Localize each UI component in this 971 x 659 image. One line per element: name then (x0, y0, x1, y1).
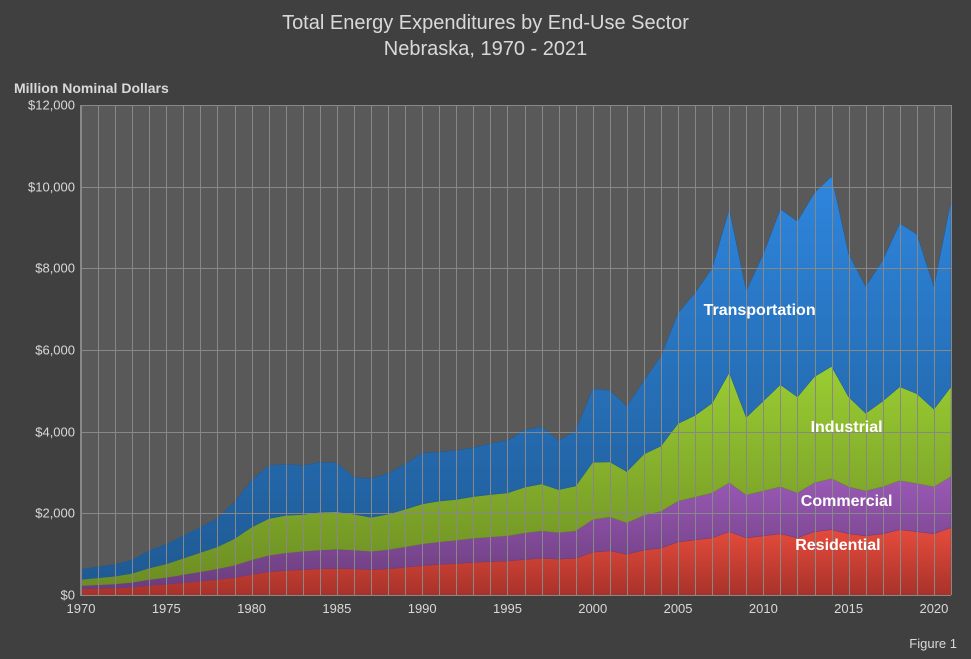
gridline-v (149, 105, 150, 595)
x-tick-label: 2005 (664, 601, 693, 616)
gridline-v (866, 105, 867, 595)
gridline-v (900, 105, 901, 595)
gridline-v (388, 105, 389, 595)
gridline-v (576, 105, 577, 595)
gridline-v (661, 105, 662, 595)
gridline-v (815, 105, 816, 595)
gridline-v (115, 105, 116, 595)
gridline-v (934, 105, 935, 595)
gridline-v (780, 105, 781, 595)
gridline-v (849, 105, 850, 595)
title-line1: Total Energy Expenditures by End-Use Sec… (282, 12, 689, 34)
gridline-v (746, 105, 747, 595)
gridline-h (81, 268, 951, 269)
x-tick-label: 1995 (493, 601, 522, 616)
gridline-v (371, 105, 372, 595)
gridline-v (883, 105, 884, 595)
gridline-v (559, 105, 560, 595)
x-tick-label: 2020 (919, 601, 948, 616)
series-label-residential: Residential (795, 537, 880, 555)
gridline-v (490, 105, 491, 595)
x-tick-label: 2015 (834, 601, 863, 616)
gridline-v (320, 105, 321, 595)
gridline-v (422, 105, 423, 595)
y-tick-label: $6,000 (35, 343, 75, 358)
gridline-v (832, 105, 833, 595)
gridline-v (712, 105, 713, 595)
gridline-v (354, 105, 355, 595)
gridline-v (286, 105, 287, 595)
gridline-v (763, 105, 764, 595)
gridline-v (337, 105, 338, 595)
gridline-v (507, 105, 508, 595)
chart-title: Total Energy Expenditures by End-Use Sec… (0, 0, 971, 62)
x-tick-label: 2000 (578, 601, 607, 616)
y-tick-label: $12,000 (28, 98, 75, 113)
gridline-h (81, 105, 951, 106)
gridline-v (593, 105, 594, 595)
gridline-v (627, 105, 628, 595)
x-tick-label: 1980 (237, 601, 266, 616)
gridline-v (525, 105, 526, 595)
gridline-v (456, 105, 457, 595)
series-label-commercial: Commercial (801, 493, 893, 511)
title-line2: Nebraska, 1970 - 2021 (384, 38, 587, 60)
gridline-v (252, 105, 253, 595)
gridline-v (951, 105, 952, 595)
gridline-v (405, 105, 406, 595)
gridline-v (473, 105, 474, 595)
chart-container: Total Energy Expenditures by End-Use Sec… (0, 0, 971, 659)
gridline-v (678, 105, 679, 595)
gridline-v (81, 105, 82, 595)
gridline-v (303, 105, 304, 595)
gridline-v (797, 105, 798, 595)
gridline-v (644, 105, 645, 595)
gridline-v (439, 105, 440, 595)
gridline-v (269, 105, 270, 595)
gridline-v (235, 105, 236, 595)
x-tick-label: 1975 (152, 601, 181, 616)
x-tick-label: 1985 (322, 601, 351, 616)
y-tick-label: $4,000 (35, 424, 75, 439)
gridline-v (610, 105, 611, 595)
gridline-v (542, 105, 543, 595)
y-axis-title: Million Nominal Dollars (14, 80, 169, 96)
gridline-v (917, 105, 918, 595)
gridline-v (729, 105, 730, 595)
gridline-v (200, 105, 201, 595)
x-tick-label: 1990 (408, 601, 437, 616)
series-label-transportation: Transportation (704, 302, 816, 320)
gridline-h (81, 513, 951, 514)
gridline-v (132, 105, 133, 595)
gridline-v (166, 105, 167, 595)
y-tick-label: $10,000 (28, 179, 75, 194)
gridline-h (81, 350, 951, 351)
y-tick-label: $8,000 (35, 261, 75, 276)
gridline-h (81, 187, 951, 188)
gridline-v (98, 105, 99, 595)
gridline-v (217, 105, 218, 595)
gridline-v (695, 105, 696, 595)
figure-label: Figure 1 (909, 636, 957, 651)
y-tick-label: $2,000 (35, 506, 75, 521)
plot-area: $0$2,000$4,000$6,000$8,000$10,000$12,000… (80, 105, 951, 596)
x-tick-label: 2010 (749, 601, 778, 616)
gridline-v (183, 105, 184, 595)
series-label-industrial: Industrial (811, 419, 883, 437)
x-tick-label: 1970 (67, 601, 96, 616)
